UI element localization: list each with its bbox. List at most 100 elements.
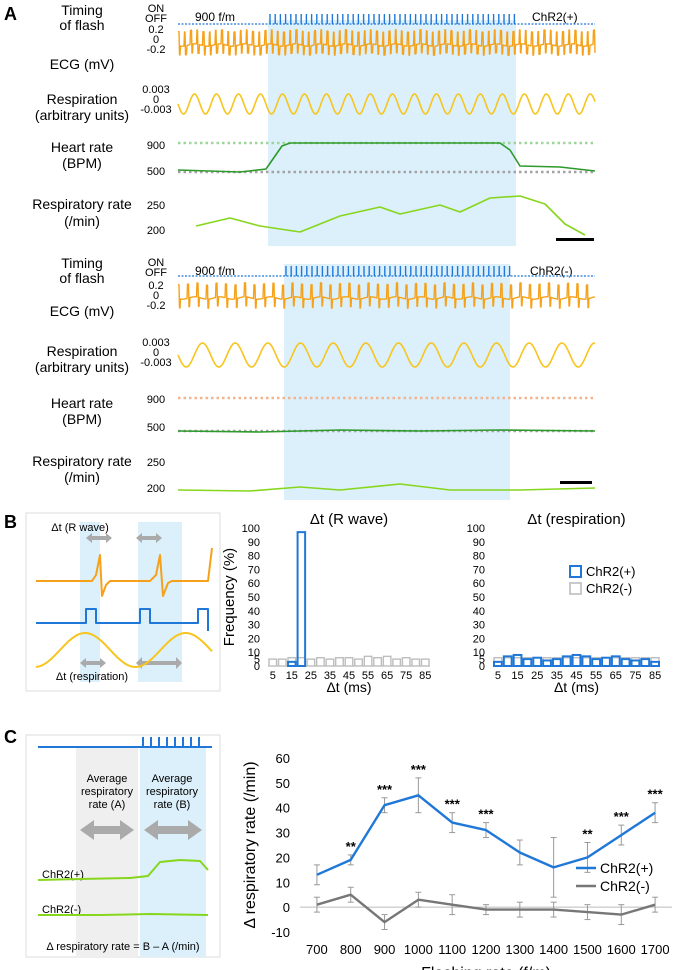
rr-tick-200: 200 xyxy=(147,225,165,237)
resp-window xyxy=(138,522,182,682)
bar-chr2-neg xyxy=(503,657,513,667)
bar-chr2-neg xyxy=(335,657,344,667)
avg-window-b xyxy=(140,747,206,957)
chart-title: Δt (R wave) xyxy=(310,511,388,528)
x-tick-label: 15 xyxy=(286,670,298,682)
avg-a-line2: respiratory xyxy=(81,786,133,798)
y-tick-label: 60 xyxy=(276,751,290,766)
x-tick-label: 1300 xyxy=(505,942,534,957)
y-tick-label: 90 xyxy=(248,537,260,549)
respiratory-rate-trace xyxy=(177,483,596,492)
respiration-trace xyxy=(177,93,596,115)
panel-a-bottom: Timing of flash ECG (mV) Respiration (ar… xyxy=(32,255,596,500)
avg-window-a xyxy=(76,747,138,957)
resp-tick-zero: 0 xyxy=(153,347,159,359)
y-tick-label: 60 xyxy=(473,578,485,590)
dt-resp-arrow-icon xyxy=(136,657,182,669)
x-tick-label: 55 xyxy=(590,670,602,682)
bar-chr2-pos xyxy=(581,655,592,668)
bar-chr2-pos xyxy=(512,653,523,668)
ecg-tick-zero: 0 xyxy=(153,34,159,46)
bar-chr2-neg xyxy=(315,657,325,667)
on-label: ON xyxy=(148,257,165,269)
schematic-ecg-trace xyxy=(36,547,213,597)
x-axis-label: Flashing rate (f/m) xyxy=(421,965,551,970)
avg-b-arrow-icon xyxy=(144,820,202,840)
heart-rate-trace xyxy=(177,429,596,433)
delta-formula: Δ respiratory rate = B – A (/min) xyxy=(46,941,199,953)
flash-highlight-region xyxy=(284,264,510,500)
avg-a-line1: Average xyxy=(87,773,128,785)
resp-tick-bottom: -0.003 xyxy=(140,104,171,116)
y-tick-label: 30 xyxy=(276,826,290,841)
resp-label-line1: Respiration xyxy=(47,91,118,107)
resp-label-line1: Respiration xyxy=(47,343,118,359)
y-tick-label: 10 xyxy=(276,875,290,890)
significance-marker: *** xyxy=(445,797,461,812)
x-axis-label: Δt (ms) xyxy=(326,679,371,695)
x-tick-label: 75 xyxy=(629,670,641,682)
bar-chr2-neg xyxy=(542,657,552,667)
flash-highlight-region xyxy=(268,20,516,246)
x-tick-label: 45 xyxy=(343,670,355,682)
flash-rate-label: 900 f/m xyxy=(195,10,235,24)
hr-label-line1: Heart rate xyxy=(51,139,113,155)
ecg-tick-bottom: -0.2 xyxy=(147,300,166,312)
panel-letter-b: B xyxy=(4,512,17,532)
y-tick-label: 50 xyxy=(276,776,290,791)
histogram-respiration: Δt (respiration)051020304050607080901005… xyxy=(467,511,662,695)
ecg-label: ECG (mV) xyxy=(50,303,115,319)
hr-label-line1: Heart rate xyxy=(51,395,113,411)
significance-marker: *** xyxy=(478,807,494,822)
y-tick-label: 5 xyxy=(479,654,485,666)
y-tick-label: 80 xyxy=(248,551,260,563)
rr-label-line1: Respiratory rate xyxy=(32,453,132,469)
x-tick-label: 800 xyxy=(340,942,362,957)
heart-rate-trace xyxy=(177,142,596,173)
bar-chr2-neg xyxy=(512,657,523,667)
y-tick-label: 80 xyxy=(473,551,485,563)
significance-marker: *** xyxy=(411,762,427,777)
x-tick-label: 45 xyxy=(570,670,582,682)
y-tick-label: 40 xyxy=(248,606,260,618)
y-tick-label: 50 xyxy=(473,592,485,604)
y-tick-label: 90 xyxy=(473,537,485,549)
x-tick-label: 25 xyxy=(305,670,317,682)
dt-r-wave-arrow-icon xyxy=(86,533,112,543)
ecg-tick-top: 0.2 xyxy=(148,24,163,36)
bar-chr2-pos xyxy=(630,659,641,667)
chr2-neg-label: ChR2(-) xyxy=(42,904,81,916)
hr-label-line2: (BPM) xyxy=(62,411,102,427)
bar-chr2-pos xyxy=(620,658,631,667)
significance-marker: *** xyxy=(614,809,630,824)
y-tick-label: 10 xyxy=(473,647,485,659)
x-tick-label: 15 xyxy=(511,670,523,682)
x-tick-label: 1000 xyxy=(404,942,433,957)
bar-chr2-pos xyxy=(542,659,552,667)
legend-label-chr2-pos: ChR2(+) xyxy=(600,860,653,876)
group-label: ChR2(-) xyxy=(530,264,573,278)
bar-chr2-neg xyxy=(277,658,287,667)
avg-a-line3: rate (A) xyxy=(89,799,126,811)
bar-chr2-neg xyxy=(306,658,316,667)
bar-chr2-pos xyxy=(551,658,562,667)
panel-a-top-traces xyxy=(177,14,596,236)
x-tick-label: 65 xyxy=(381,670,393,682)
y-tick-label: 100 xyxy=(467,523,485,535)
schematic-traces xyxy=(35,533,213,669)
rr-tick-250: 250 xyxy=(147,200,165,212)
bar-chr2-neg xyxy=(571,657,582,667)
bar-chr2-pos xyxy=(640,658,651,667)
schematic-flash-trace xyxy=(36,608,209,631)
avg-b-line1: Average xyxy=(152,773,193,785)
avg-a-arrow-icon xyxy=(80,820,134,840)
bar-chr2-neg xyxy=(611,657,621,667)
x-tick-label: 75 xyxy=(400,670,412,682)
dt-r-wave-arrow-icon xyxy=(136,533,162,543)
legend-swatch-chr2-pos xyxy=(569,565,582,578)
bar-chr2-neg xyxy=(354,658,363,667)
legend-label-chr2-pos: ChR2(+) xyxy=(586,564,636,579)
x-axis-label: Δt (ms) xyxy=(554,679,599,695)
bar-chr2-pos xyxy=(601,656,611,667)
y-tick-label: 20 xyxy=(276,850,290,865)
